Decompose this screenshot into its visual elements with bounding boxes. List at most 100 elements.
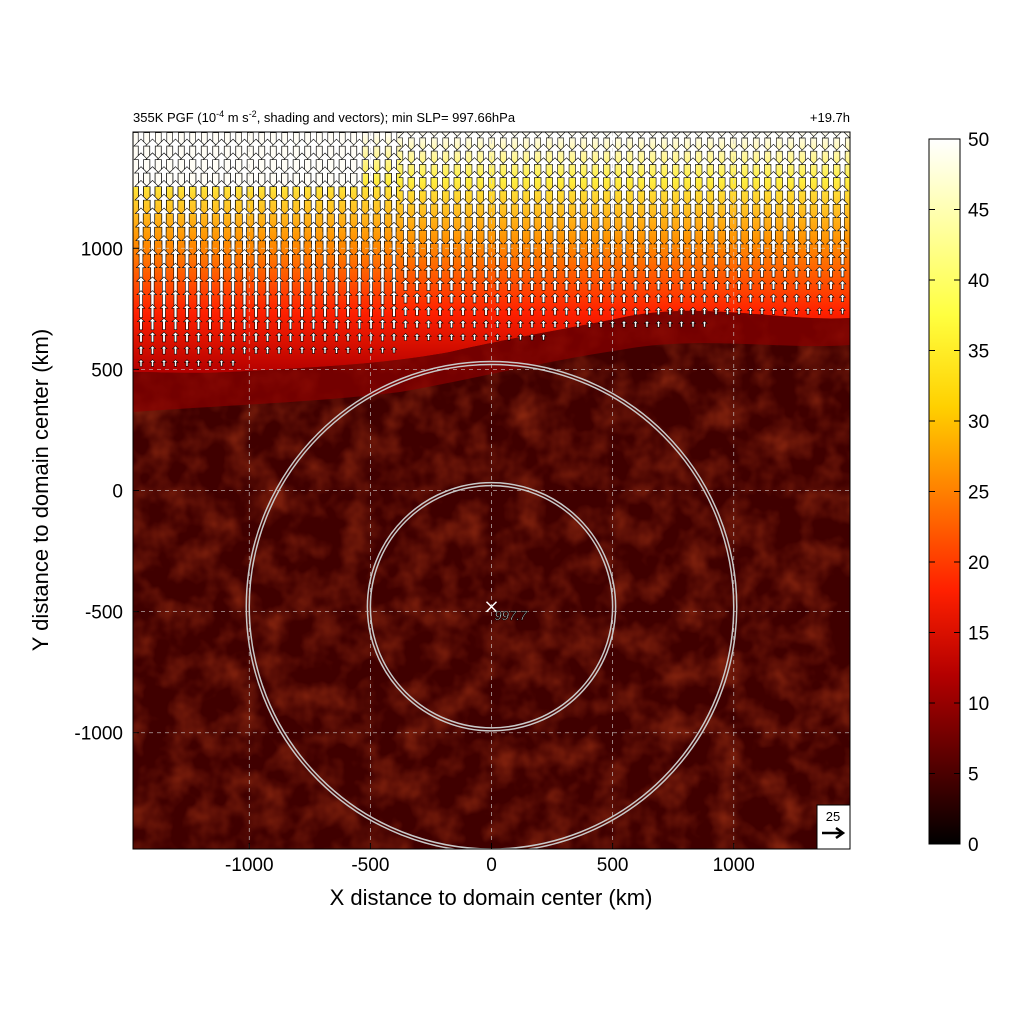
- pgf-vector-arrow: [367, 346, 375, 354]
- chart-title: 355K PGF (10-4 m s-2, shading and vector…: [133, 109, 516, 125]
- colorbar-tick-label: 10: [968, 694, 989, 715]
- pgf-vector-arrow: [390, 332, 398, 342]
- pgf-vector-arrow: [344, 318, 352, 330]
- pgf-vector-arrow: [677, 306, 686, 315]
- pgf-vector-arrow: [756, 239, 768, 253]
- pgf-vector-arrow: [653, 252, 664, 266]
- pgf-vector-arrow: [826, 252, 836, 265]
- pgf-vector-arrow: [263, 332, 272, 342]
- colorbar-tick-label: 15: [968, 624, 989, 645]
- pgf-vector-arrow: [827, 307, 835, 315]
- pgf-vector-arrow: [700, 306, 709, 315]
- pgf-vector-arrow: [688, 266, 698, 278]
- pgf-vector-arrow: [804, 307, 812, 315]
- pgf-vector-arrow: [572, 252, 584, 266]
- pgf-vector-arrow: [228, 318, 238, 330]
- colorbar-tick-label: 0: [968, 835, 979, 856]
- pgf-vector-arrow: [549, 252, 561, 266]
- colorbar-tick-label: 35: [968, 342, 989, 363]
- pgf-vector-arrow: [619, 279, 629, 291]
- x-tick-label: -500: [351, 855, 389, 876]
- pgf-vector-arrow: [526, 252, 538, 266]
- pgf-vector-arrow: [758, 293, 766, 303]
- vector-reference-arrow: [822, 826, 846, 840]
- pgf-vector-arrow: [470, 306, 479, 316]
- pgf-vector-arrow: [343, 304, 353, 318]
- pgf-vector-arrow: [413, 319, 421, 329]
- pgf-vector-arrow: [401, 292, 410, 304]
- pgf-vector-arrow: [769, 293, 778, 303]
- pgf-vector-arrow: [159, 317, 169, 331]
- pgf-vector-arrow: [768, 239, 779, 253]
- x-tick-label: 1000: [713, 855, 755, 876]
- pgf-vector-arrow: [562, 279, 571, 291]
- pgf-vector-arrow: [595, 252, 607, 266]
- pgf-vector-arrow: [585, 279, 594, 291]
- pgf-vector-arrow: [676, 252, 687, 266]
- pgf-vector-arrow: [641, 252, 653, 266]
- pgf-vector-arrow: [435, 306, 445, 316]
- pgf-vector-arrow: [699, 238, 710, 253]
- pgf-vector-arrow: [780, 266, 790, 278]
- pgf-vector-arrow: [816, 307, 823, 315]
- pgf-vector-arrow: [172, 359, 179, 367]
- pgf-vector-arrow: [493, 319, 502, 329]
- pgf-vector-arrow: [827, 293, 835, 303]
- pgf-vector-arrow: [240, 304, 249, 318]
- pgf-vector-arrow: [229, 331, 237, 342]
- pgf-vector-arrow: [722, 239, 733, 253]
- pgf-vector-arrow: [631, 293, 640, 303]
- pgf-vector-arrow: [620, 320, 628, 328]
- radius-rings: [245, 360, 738, 849]
- pgf-vector-arrow: [367, 332, 375, 342]
- pgf-vector-arrow: [586, 320, 593, 328]
- y-tick-label: 0: [112, 482, 123, 503]
- pgf-vector-arrow: [344, 346, 352, 354]
- ring-1000km-outer: [245, 360, 738, 849]
- pgf-vector-arrow: [206, 331, 214, 343]
- pgf-vector-arrow: [654, 293, 663, 303]
- pgf-vector-arrow: [574, 320, 582, 328]
- pgf-vector-arrow: [802, 239, 814, 253]
- pgf-vector-arrow: [538, 265, 549, 279]
- pgf-vector-arrow: [252, 332, 260, 342]
- pgf-vector-arrow: [400, 265, 411, 279]
- pgf-vector-arrow: [137, 345, 145, 355]
- y-axis: 1000 500 0 -500 -1000: [74, 239, 139, 745]
- pgf-vector-arrow: [515, 279, 526, 291]
- pgf-vectors: [133, 132, 850, 367]
- pgf-vector-arrow: [631, 279, 640, 291]
- pgf-vector-arrow: [423, 279, 434, 291]
- pgf-vector-arrow: [573, 265, 583, 279]
- pgf-vector-arrow: [390, 346, 398, 354]
- pgf-vector-arrow: [332, 332, 341, 342]
- pgf-vector-arrow: [700, 279, 709, 291]
- pgf-vector-arrow: [677, 293, 686, 303]
- pgf-vector-arrow: [735, 293, 743, 303]
- pgf-vector-arrow: [631, 306, 640, 316]
- pgf-vector-arrow: [769, 266, 778, 278]
- pgf-vector-arrow: [481, 292, 491, 304]
- pgf-vector-arrow: [412, 292, 422, 304]
- pgf-vector-arrow: [838, 280, 847, 290]
- pgf-vector-arrow: [218, 359, 225, 367]
- pgf-vector-arrow: [424, 306, 433, 316]
- pgf-vector-arrow: [505, 319, 513, 328]
- pgf-vector-arrow: [815, 280, 824, 290]
- pgf-vector-arrow: [389, 305, 399, 317]
- pgf-vector-arrow: [205, 318, 215, 330]
- pgf-vector-arrow: [171, 331, 180, 343]
- pgf-vector-arrow: [747, 307, 754, 315]
- pgf-vector-arrow: [310, 346, 317, 354]
- pgf-vector-arrow: [194, 331, 203, 343]
- colorbar-tick-label: 20: [968, 553, 989, 574]
- pgf-vector-arrow: [653, 266, 664, 278]
- pgf-vector-arrow: [711, 279, 721, 291]
- pgf-vector-arrow: [424, 319, 433, 329]
- pgf-vector-arrow: [447, 292, 456, 304]
- pgf-vector-arrow: [251, 318, 261, 330]
- pgf-vector-arrow: [389, 291, 399, 305]
- pgf-vector-arrow: [481, 279, 491, 291]
- pgf-vector-arrow: [676, 266, 687, 278]
- pgf-vector-arrow: [551, 306, 559, 316]
